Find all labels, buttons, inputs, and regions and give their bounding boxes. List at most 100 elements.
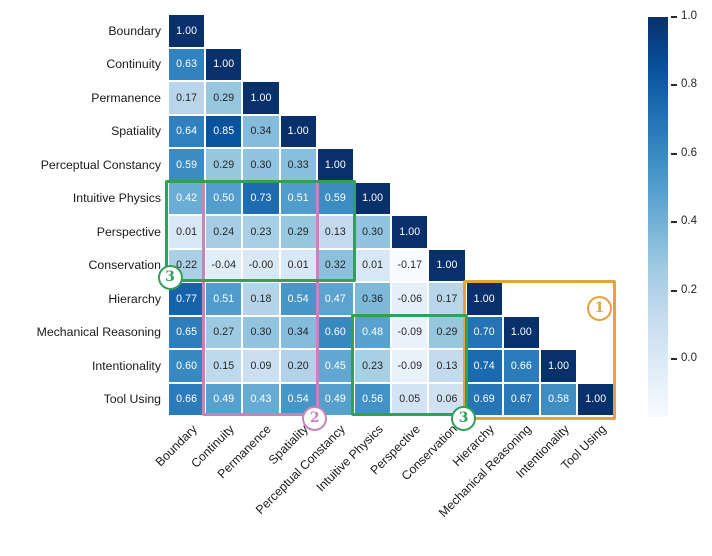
heatmap-cell: 0.13 xyxy=(429,350,465,382)
heatmap-cell: 0.23 xyxy=(355,350,391,382)
heatmap-cell: 0.09 xyxy=(243,350,279,382)
annotation-badge-2: 2 xyxy=(302,405,328,431)
heatmap-cell: 1.00 xyxy=(392,216,428,248)
heatmap-cell: -0.04 xyxy=(206,249,242,281)
y-tick-label: Tool Using xyxy=(103,392,161,407)
heatmap-cell: 0.15 xyxy=(206,350,242,382)
heatmap-cell: 0.17 xyxy=(169,82,205,114)
heatmap-cell: 1.00 xyxy=(280,115,316,147)
heatmap-cell: 1.00 xyxy=(503,316,539,348)
heatmap-cell: -0.00 xyxy=(243,249,279,281)
heatmap-cell: 0.20 xyxy=(280,350,316,382)
heatmap-cell: 1.00 xyxy=(206,48,242,80)
heatmap-cell: 0.67 xyxy=(503,383,539,415)
heatmap-cell: 0.30 xyxy=(243,149,279,181)
colorbar-tick-label: 0.8 xyxy=(681,78,697,91)
heatmap-cell: 0.27 xyxy=(206,316,242,348)
colorbar-tick-label: 0.6 xyxy=(681,146,697,159)
heatmap-cell: 0.30 xyxy=(243,316,279,348)
heatmap-cell: -0.09 xyxy=(392,316,428,348)
heatmap-cell: 0.60 xyxy=(317,316,353,348)
heatmap-cell: 0.54 xyxy=(280,283,316,315)
colorbar-tick-mark xyxy=(671,357,677,360)
colorbar-tick-mark xyxy=(671,289,677,292)
heatmap-cell: 0.66 xyxy=(503,350,539,382)
heatmap-cell: -0.17 xyxy=(392,249,428,281)
heatmap-cell: 0.74 xyxy=(466,350,502,382)
colorbar-tick-mark xyxy=(671,84,677,87)
heatmap-cell: 0.23 xyxy=(243,216,279,248)
heatmap-cell: 0.70 xyxy=(466,316,502,348)
heatmap-cell: 1.00 xyxy=(466,283,502,315)
heatmap-cell: 0.29 xyxy=(429,316,465,348)
y-tick-label: Hierarchy xyxy=(108,291,161,306)
heatmap-cell: 1.00 xyxy=(169,15,205,47)
heatmap-cell: 0.47 xyxy=(317,283,353,315)
heatmap-cell: 0.34 xyxy=(280,316,316,348)
y-tick-label: Perspective xyxy=(96,224,161,239)
heatmap-cell: 1.00 xyxy=(578,383,614,415)
heatmap-cell: 0.85 xyxy=(206,115,242,147)
colorbar-tick-mark xyxy=(671,16,677,18)
heatmap-cell: 0.01 xyxy=(169,216,205,248)
heatmap-cell: 0.59 xyxy=(169,149,205,181)
heatmap-cell: -0.09 xyxy=(392,350,428,382)
heatmap-cell: 0.33 xyxy=(280,149,316,181)
heatmap-cell: 0.49 xyxy=(206,383,242,415)
y-tick-label: Permanence xyxy=(91,90,161,105)
heatmap-cell: 1.00 xyxy=(355,182,391,214)
heatmap-cell: 0.29 xyxy=(206,149,242,181)
colorbar-tick-label: 0.2 xyxy=(681,283,697,296)
annotation-badge-1: 1 xyxy=(586,295,612,321)
heatmap-cell: 0.66 xyxy=(169,383,205,415)
heatmap-cell: 0.13 xyxy=(317,216,353,248)
heatmap-cell: 1.00 xyxy=(429,249,465,281)
heatmap-cell: 0.17 xyxy=(429,283,465,315)
heatmap-cell: 0.30 xyxy=(355,216,391,248)
colorbar-gradient xyxy=(648,17,668,417)
heatmap-cell: 0.36 xyxy=(355,283,391,315)
y-tick-label: Continuity xyxy=(106,57,161,72)
heatmap-cell: 0.43 xyxy=(243,383,279,415)
heatmap-cell: 0.01 xyxy=(355,249,391,281)
heatmap-cell: 0.42 xyxy=(169,182,205,214)
heatmap-cell: 0.51 xyxy=(280,182,316,214)
heatmap-cell: 0.59 xyxy=(317,182,353,214)
heatmap-cell: 0.18 xyxy=(243,283,279,315)
y-tick-label: Intuitive Physics xyxy=(72,191,161,206)
heatmap-cell: 0.24 xyxy=(206,216,242,248)
colorbar-tick-label: 0.0 xyxy=(681,351,697,364)
heatmap-cell: 0.05 xyxy=(392,383,428,415)
heatmap-cell: 0.01 xyxy=(280,249,316,281)
heatmap-cell: 0.51 xyxy=(206,283,242,315)
heatmap-cell: -0.06 xyxy=(392,283,428,315)
heatmap-cell: 0.32 xyxy=(317,249,353,281)
heatmap-cell: 1.00 xyxy=(541,350,577,382)
colorbar-tick-label: 1.0 xyxy=(681,10,697,22)
y-tick-label: Boundary xyxy=(108,23,161,38)
heatmap-cell: 1.00 xyxy=(243,82,279,114)
y-tick-label: Spatiality xyxy=(111,124,161,139)
heatmap-cell: 0.45 xyxy=(317,350,353,382)
heatmap-cell: 1.00 xyxy=(317,149,353,181)
heatmap-cell: 0.58 xyxy=(541,383,577,415)
colorbar-tick-mark xyxy=(671,221,677,224)
colorbar-tick-label: 0.4 xyxy=(681,215,697,228)
heatmap-cell: 0.48 xyxy=(355,316,391,348)
heatmap-cell: 0.50 xyxy=(206,182,242,214)
heatmap-cell: 0.29 xyxy=(206,82,242,114)
heatmap-cell: 0.64 xyxy=(169,115,205,147)
colorbar-tick-mark xyxy=(671,152,677,155)
y-tick-label: Conservation xyxy=(88,258,161,273)
heatmap-cell: 0.56 xyxy=(355,383,391,415)
heatmap-cell: 0.63 xyxy=(169,48,205,80)
heatmap-cell: 0.73 xyxy=(243,182,279,214)
y-tick-label: Perceptual Constancy xyxy=(40,157,161,172)
annotation-badge-3: 3 xyxy=(451,405,477,431)
heatmap-cell: 0.60 xyxy=(169,350,205,382)
annotation-badge-3: 3 xyxy=(157,264,183,290)
heatmap-cell: 0.34 xyxy=(243,115,279,147)
heatmap-cell: 0.65 xyxy=(169,316,205,348)
heatmap-cell: 0.29 xyxy=(280,216,316,248)
